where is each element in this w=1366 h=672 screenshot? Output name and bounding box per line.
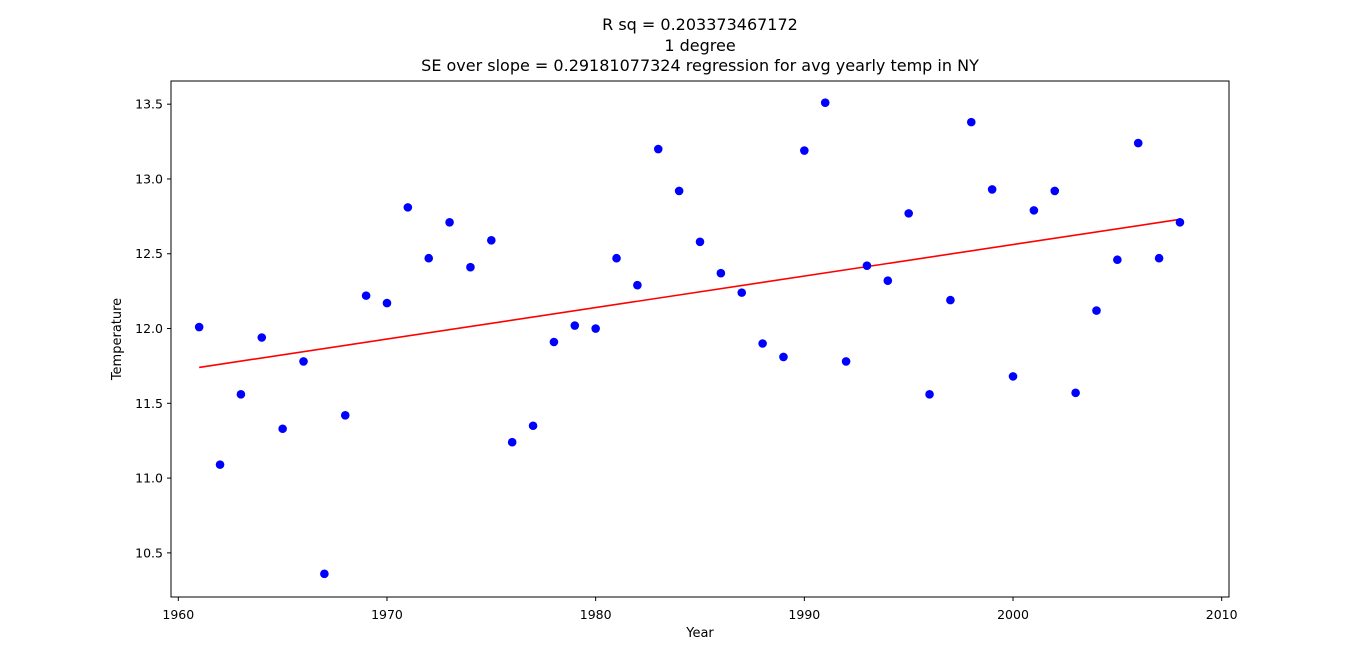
data-point [1050,186,1060,196]
data-point [466,262,475,272]
data-point [487,235,496,245]
chart-title-line-2: 1 degree [664,36,736,55]
data-point [758,339,767,348]
data-point [382,298,392,308]
data-point [403,203,413,212]
data-point [695,237,705,247]
chart-title-line-3: SE over slope = 0.29181077324 regression… [421,56,979,75]
data-point [1113,255,1122,265]
data-point [570,321,580,330]
data-point [1133,138,1143,148]
data-point [236,390,246,399]
plot-frame [170,80,1230,598]
data-point [737,288,747,297]
y-tick-label: 11.0 [135,471,163,486]
chart-title-line-1: R sq = 0.203373467172 [602,15,798,34]
x-tick-label: 1980 [580,607,612,622]
data-point [883,276,893,285]
data-point [925,390,934,399]
y-tick-label: 10.5 [135,545,163,560]
data-point [674,186,684,196]
data-point [1029,206,1039,215]
data-point [1092,306,1101,315]
data-point [340,410,350,420]
data-point [779,352,788,362]
data-point [653,144,663,154]
x-tick-label: 1990 [788,607,820,622]
y-tick-label: 12.5 [135,246,163,261]
x-tick-label: 1970 [371,607,403,622]
data-point [257,333,267,342]
y-tick-label: 13.5 [135,97,163,112]
x-tick-label: 2010 [1206,607,1238,622]
x-axis-label: Year [685,626,714,641]
data-point [1154,253,1164,263]
data-point [946,295,955,305]
y-tick-label: 11.5 [135,396,163,411]
data-point [800,146,809,155]
data-point [361,291,371,300]
data-point [966,117,976,127]
data-point [591,324,600,333]
x-tick-label: 1960 [162,607,194,622]
data-point [612,253,621,263]
data-point [904,209,913,218]
data-point [633,280,642,290]
data-point [320,569,329,579]
data-point [424,253,434,263]
data-point [1008,372,1018,381]
data-point [528,421,538,431]
data-point [1175,218,1185,227]
data-point [194,322,204,332]
data-point [278,424,287,434]
y-tick-label: 12.0 [135,321,163,336]
data-point [507,437,517,447]
y-axis-label: Temperature [110,298,125,381]
data-point [549,337,559,347]
data-point [299,357,308,366]
data-point [1071,388,1080,398]
data-point [820,98,830,107]
data-point [987,185,997,194]
data-point [215,460,225,469]
data-point [716,268,726,278]
x-tick-label: 2000 [997,607,1029,622]
y-tick-label: 13.0 [135,171,163,186]
regression-line [199,218,1181,369]
data-point [862,261,872,271]
data-point [841,357,851,366]
data-point [445,218,454,227]
